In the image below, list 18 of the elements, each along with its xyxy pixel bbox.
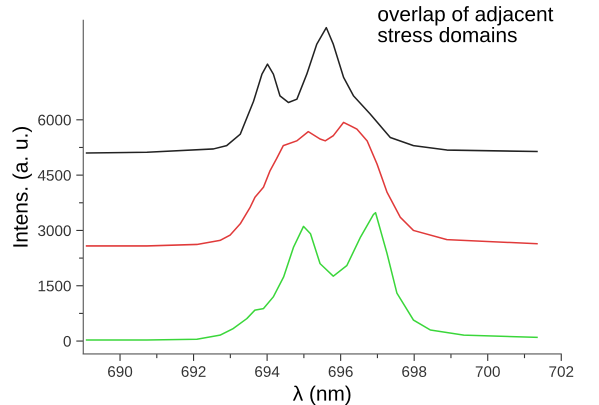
y-tick-label: 0	[64, 336, 71, 347]
x-axis-title: λ (nm)	[292, 386, 350, 405]
line-series	[86, 26, 538, 154]
x-tick-label: 690	[108, 366, 132, 377]
line-series	[86, 212, 538, 341]
annotation: overlap of adjacent stress domains	[378, 6, 554, 42]
x-tick-label: 696	[328, 366, 353, 377]
x-tick-label: 702	[549, 366, 574, 377]
y-tick-label: 1500	[38, 280, 71, 292]
x-tick-label: 698	[402, 366, 426, 377]
y-tick-label: 6000	[38, 114, 71, 126]
y-tick-label: 3000	[38, 225, 71, 236]
x-tick-label: 692	[182, 366, 206, 377]
line-series	[86, 122, 538, 247]
y-tick-label: 4500	[38, 170, 71, 181]
x-tick-label: 700	[476, 366, 500, 377]
y-axis-title: Intens. (a. u.)	[12, 127, 32, 247]
x-tick-label: 694	[255, 366, 280, 377]
